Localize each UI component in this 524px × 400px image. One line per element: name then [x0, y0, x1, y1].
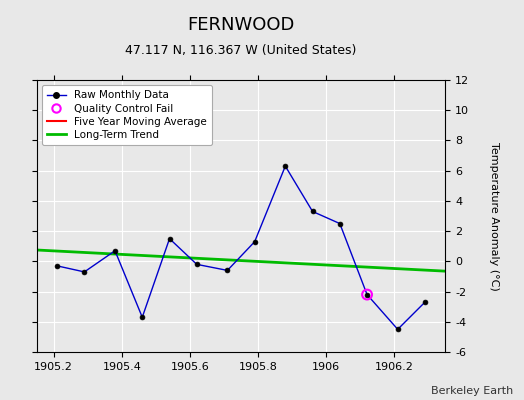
Text: FERNWOOD: FERNWOOD	[188, 16, 294, 34]
Text: 47.117 N, 116.367 W (United States): 47.117 N, 116.367 W (United States)	[125, 44, 357, 57]
Legend: Raw Monthly Data, Quality Control Fail, Five Year Moving Average, Long-Term Tren: Raw Monthly Data, Quality Control Fail, …	[42, 85, 212, 145]
Point	[363, 291, 372, 298]
Y-axis label: Temperature Anomaly (°C): Temperature Anomaly (°C)	[489, 142, 499, 290]
Text: Berkeley Earth: Berkeley Earth	[431, 386, 514, 396]
